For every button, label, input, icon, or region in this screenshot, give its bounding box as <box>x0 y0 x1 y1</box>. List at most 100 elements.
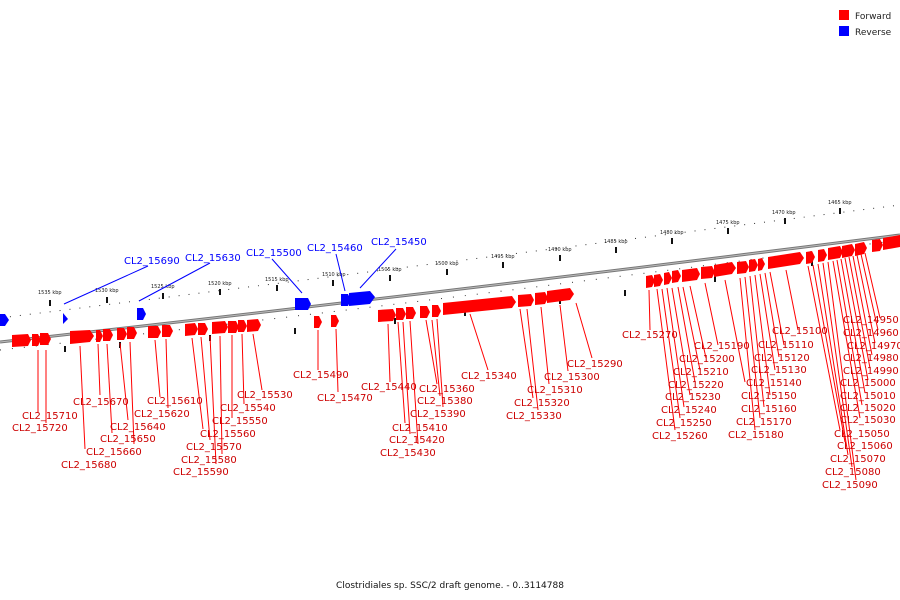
gene-label[interactable]: CL2_15260 <box>652 431 708 442</box>
gene-label[interactable]: CL2_15130 <box>751 365 807 376</box>
gene-label[interactable]: CL2_15610 <box>147 396 203 407</box>
gene-label[interactable]: CL2_15360 <box>419 384 475 395</box>
forward-gene[interactable] <box>96 330 103 342</box>
gene-label[interactable]: CL2_15430 <box>380 448 436 459</box>
gene-label[interactable]: CL2_15620 <box>134 409 190 420</box>
reverse-gene[interactable] <box>0 314 9 326</box>
gene-label[interactable]: CL2_15250 <box>656 418 712 429</box>
gene-label[interactable]: CL2_15690 <box>124 256 180 267</box>
gene-label[interactable]: CL2_15170 <box>736 417 792 428</box>
gene-label[interactable]: CL2_15420 <box>389 435 445 446</box>
forward-gene[interactable] <box>162 325 173 337</box>
reverse-gene[interactable] <box>295 298 311 310</box>
forward-gene[interactable] <box>806 251 815 264</box>
gene-label[interactable]: CL2_15390 <box>410 409 466 420</box>
gene-label[interactable]: CL2_15090 <box>822 480 878 491</box>
forward-gene[interactable] <box>228 321 239 333</box>
gene-label[interactable]: CL2_15550 <box>212 416 268 427</box>
gene-label[interactable]: CL2_15320 <box>514 398 570 409</box>
forward-gene[interactable] <box>420 306 430 318</box>
forward-gene[interactable] <box>238 320 247 332</box>
gene-label[interactable]: CL2_15200 <box>679 354 735 365</box>
gene-label[interactable]: CL2_15160 <box>741 404 797 415</box>
forward-gene[interactable] <box>148 326 161 338</box>
forward-gene[interactable] <box>818 249 827 262</box>
gene-label[interactable]: CL2_15140 <box>746 378 802 389</box>
forward-gene[interactable] <box>768 252 804 269</box>
forward-gene[interactable] <box>758 258 765 271</box>
gene-label[interactable]: CL2_15310 <box>527 385 583 396</box>
forward-gene[interactable] <box>828 246 843 260</box>
forward-gene[interactable] <box>855 242 867 256</box>
gene-label[interactable]: CL2_15680 <box>61 460 117 471</box>
forward-gene[interactable] <box>654 274 663 287</box>
forward-gene[interactable] <box>432 305 441 317</box>
gene-label[interactable]: CL2_15710 <box>22 411 78 422</box>
gene-label[interactable]: CL2_15630 <box>185 253 241 264</box>
gene-label[interactable]: CL2_15180 <box>728 430 784 441</box>
gene-label[interactable]: CL2_15150 <box>741 391 797 402</box>
gene-label[interactable]: CL2_14970 <box>847 341 900 352</box>
gene-label[interactable]: CL2_15460 <box>307 243 363 254</box>
gene-label[interactable]: CL2_14980 <box>843 353 899 364</box>
gene-label[interactable]: CL2_15050 <box>834 429 890 440</box>
forward-gene[interactable] <box>314 316 322 328</box>
forward-gene[interactable] <box>247 319 261 332</box>
gene-label[interactable]: CL2_15060 <box>837 441 893 452</box>
gene-label[interactable]: CL2_15410 <box>392 423 448 434</box>
forward-gene[interactable] <box>198 323 208 335</box>
gene-label[interactable]: CL2_15580 <box>181 455 237 466</box>
gene-label[interactable]: CL2_15330 <box>506 411 562 422</box>
gene-label[interactable]: CL2_15640 <box>110 422 166 433</box>
gene-label[interactable]: CL2_14990 <box>843 366 899 377</box>
gene-label[interactable]: CL2_15100 <box>772 326 828 337</box>
gene-label[interactable]: CL2_15000 <box>840 378 896 389</box>
forward-gene[interactable] <box>872 239 883 252</box>
forward-gene[interactable] <box>664 272 672 285</box>
gene-label[interactable]: CL2_15240 <box>661 405 717 416</box>
gene-label[interactable]: CL2_15470 <box>317 393 373 404</box>
gene-label[interactable]: CL2_15080 <box>825 467 881 478</box>
forward-gene[interactable] <box>518 294 534 307</box>
forward-gene[interactable] <box>672 270 681 283</box>
gene-label[interactable]: CL2_15450 <box>371 237 427 248</box>
gene-label[interactable]: CL2_15010 <box>840 391 896 402</box>
forward-gene[interactable] <box>646 275 655 288</box>
gene-label[interactable]: CL2_15110 <box>758 340 814 351</box>
gene-label[interactable]: CL2_15650 <box>100 434 156 445</box>
reverse-gene[interactable] <box>63 313 68 324</box>
gene-label[interactable]: CL2_15380 <box>417 396 473 407</box>
gene-label[interactable]: CL2_15230 <box>665 392 721 403</box>
forward-gene[interactable] <box>883 235 900 250</box>
forward-gene[interactable] <box>117 328 127 340</box>
forward-gene[interactable] <box>535 292 548 305</box>
reverse-gene[interactable] <box>341 294 351 306</box>
gene-label[interactable]: CL2_15220 <box>668 380 724 391</box>
forward-gene[interactable] <box>331 315 339 327</box>
gene-label[interactable]: CL2_15270 <box>622 330 678 341</box>
gene-label[interactable]: CL2_15070 <box>830 454 886 465</box>
gene-label[interactable]: CL2_15340 <box>461 371 517 382</box>
gene-label[interactable]: CL2_15530 <box>237 390 293 401</box>
gene-label[interactable]: CL2_15210 <box>673 367 729 378</box>
gene-label[interactable]: CL2_15440 <box>361 382 417 393</box>
gene-label[interactable]: CL2_15660 <box>86 447 142 458</box>
forward-gene[interactable] <box>842 244 855 258</box>
gene-label[interactable]: CL2_14950 <box>843 315 899 326</box>
forward-gene[interactable] <box>443 296 516 315</box>
gene-label[interactable]: CL2_15670 <box>73 397 129 408</box>
reverse-gene[interactable] <box>349 291 375 306</box>
gene-label[interactable]: CL2_15500 <box>246 248 302 259</box>
gene-label[interactable]: CL2_15490 <box>293 370 349 381</box>
gene-label[interactable]: CL2_15560 <box>200 429 256 440</box>
gene-label[interactable]: CL2_15570 <box>186 442 242 453</box>
gene-label[interactable]: CL2_15300 <box>544 372 600 383</box>
gene-label[interactable]: CL2_15540 <box>220 403 276 414</box>
forward-gene[interactable] <box>682 268 700 282</box>
forward-gene[interactable] <box>396 308 406 320</box>
gene-label[interactable]: CL2_15720 <box>12 423 68 434</box>
forward-gene[interactable] <box>406 307 416 319</box>
forward-gene[interactable] <box>40 333 51 345</box>
gene-label[interactable]: CL2_15020 <box>840 403 896 414</box>
forward-gene[interactable] <box>737 261 749 274</box>
